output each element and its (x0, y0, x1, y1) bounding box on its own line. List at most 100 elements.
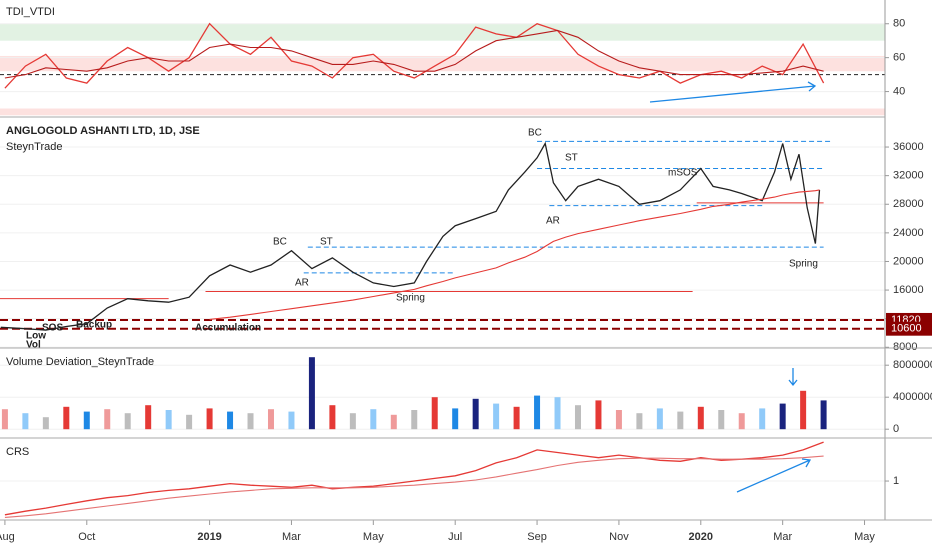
annotation: AR (546, 216, 560, 227)
bar (493, 403, 500, 430)
bar (308, 357, 315, 430)
y-tick-label: 40 (893, 85, 905, 97)
bar (574, 405, 581, 430)
y-tick-label: 28000 (893, 198, 924, 210)
annotation: BC (528, 128, 542, 139)
y-tick-label: 36000 (893, 141, 924, 153)
bar (370, 409, 377, 430)
series-line (4, 441, 824, 516)
annotation: ST (565, 153, 578, 164)
bar (329, 405, 336, 430)
bar (431, 397, 438, 430)
y-tick-label: 8000 (893, 341, 917, 353)
series-line (4, 22, 825, 89)
bar (738, 413, 745, 430)
bar (288, 411, 295, 430)
y-tick-label: 1 (893, 475, 899, 487)
y-tick-label: 0 (893, 423, 899, 435)
y-tick-label: 16000 (893, 284, 924, 296)
trend-arrow (736, 458, 812, 493)
y-tick-label: 20000 (893, 255, 924, 267)
trend-arrows (649, 81, 817, 493)
x-tick-label: Jul (448, 531, 462, 543)
bar (227, 411, 234, 430)
panel-title: Volume Deviation_SteynTrade (6, 356, 154, 368)
annotation: Backup (76, 320, 112, 331)
annotation: mSOS (668, 168, 698, 179)
bar (472, 398, 479, 430)
bar (800, 390, 807, 430)
bar (759, 408, 766, 430)
axis-label: 10600 (891, 323, 922, 335)
bar (390, 414, 397, 430)
bar (63, 406, 70, 430)
x-tick-label: Mar (282, 531, 301, 543)
annotation: ST (320, 237, 333, 248)
bar (595, 400, 602, 430)
bar (206, 408, 213, 430)
annotation: BC (273, 237, 287, 248)
bar (1, 409, 8, 430)
bar (42, 417, 49, 430)
y-tick-label: 8000000 (893, 359, 932, 371)
trend-arrow (649, 81, 817, 103)
bar (636, 413, 643, 430)
bar (820, 400, 827, 430)
series-line (0, 141, 821, 331)
x-tick-label: Mar (773, 531, 792, 543)
bar (22, 413, 29, 430)
annotation: Spring (789, 259, 818, 270)
bar (267, 409, 274, 430)
panel-title: CRS (6, 446, 29, 458)
bar (452, 408, 459, 430)
band (0, 55, 885, 72)
bar (247, 413, 254, 430)
x-tick-label: May (854, 531, 875, 543)
band (0, 108, 885, 116)
x-tick-label: May (363, 531, 384, 543)
x-tick-label: Aug (0, 531, 15, 543)
axis-label-box (886, 321, 932, 336)
panel-subtitle: SteynTrade (6, 141, 62, 153)
y-tick-label: 4000000 (893, 391, 932, 403)
bar (83, 411, 90, 430)
bar (104, 409, 111, 430)
bar (677, 411, 684, 430)
x-tick-label: Oct (78, 531, 95, 543)
bar (165, 410, 172, 430)
y-tick-label: 24000 (893, 227, 924, 239)
annotation: Low (26, 331, 46, 342)
x-tick-label: 2020 (689, 531, 713, 543)
bar (145, 405, 152, 430)
bar (779, 403, 786, 430)
band (0, 23, 885, 41)
bar (718, 410, 725, 430)
bar (349, 413, 356, 430)
bar (697, 406, 704, 430)
bar (411, 410, 418, 430)
series-line (4, 29, 824, 79)
bar (513, 406, 520, 430)
annotation: SOS (42, 323, 63, 334)
plot-layer: Aug Oct 2019 Mar May Jul Sep Nov 2020 Mar May 40 60 8… (0, 18, 932, 543)
x-tick-label: 2019 (197, 531, 221, 543)
x-tick-label: Sep (527, 531, 547, 543)
panel-title: TDI_VTDI (6, 6, 55, 18)
panel-title: ANGLOGOLD ASHANTI LTD, 1D, JSE (6, 125, 200, 137)
bar (554, 397, 561, 430)
y-tick-label: 60 (893, 52, 905, 64)
y-tick-label: 32000 (893, 170, 924, 182)
bar (656, 408, 663, 430)
annotation: Vol (26, 340, 41, 351)
volume-arrow (788, 368, 798, 387)
annotation: Accumulation (195, 323, 261, 334)
bar (534, 395, 541, 430)
bar (186, 414, 193, 430)
series-line (4, 455, 824, 518)
series-line (209, 189, 820, 320)
bar (124, 413, 131, 430)
bar (615, 410, 622, 430)
annotation: AR (295, 278, 309, 289)
annotation: Spring (396, 293, 425, 304)
